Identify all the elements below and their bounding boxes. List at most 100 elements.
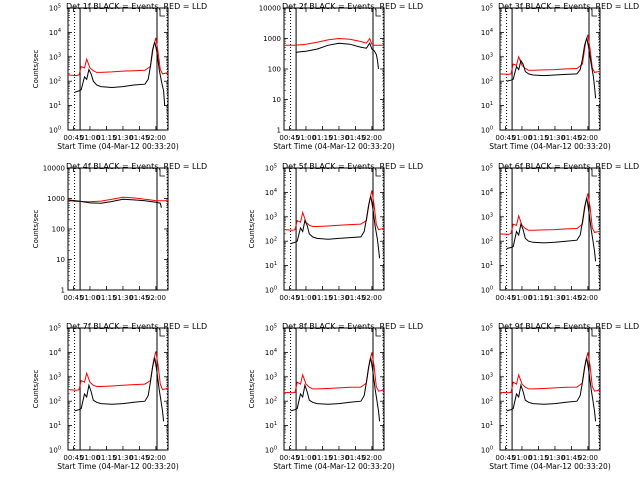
x-tick-label: 01:45 [129, 294, 149, 302]
x-tick-label: 00:45 [279, 134, 299, 142]
x-axis-label: Start Time (04-Mar-12 00:33:20) [57, 462, 179, 471]
series-lld [283, 190, 385, 231]
y-tick-label: 10 [272, 96, 281, 104]
y-tick-label: 103 [265, 212, 277, 221]
interval-marker [591, 9, 598, 17]
x-tick-label: 01:15 [312, 294, 332, 302]
y-tick-label: 104 [265, 188, 277, 197]
panel-title: Det 7f BLACK = Events, RED = LLD [66, 322, 207, 331]
detector-panel-9: Det 9f BLACK = Events, RED = LLD 100 101 10… [481, 322, 639, 471]
y-tick-label: 103 [265, 372, 277, 381]
x-tick-label: 01:15 [96, 454, 116, 462]
y-tick-label: 100 [268, 66, 281, 74]
y-tick-label: 103 [49, 372, 61, 381]
detector-panel-8: Det 8f BLACK = Events, RED = LLD 100 101 10… [248, 322, 423, 471]
y-tick-label: 102 [49, 397, 61, 406]
x-tick-label: 00:45 [63, 294, 83, 302]
panel-title: Det 3f BLACK = Events, RED = LLD [498, 2, 639, 11]
y-tick-label: 1000 [263, 35, 281, 43]
x-tick-label: 01:30 [329, 294, 349, 302]
panel-title: Det 9f BLACK = Events, RED = LLD [498, 322, 639, 331]
y-tick-label: 105 [49, 4, 61, 13]
y-tick-label: 101 [481, 101, 493, 110]
x-tick-label: 01:00 [80, 294, 100, 302]
x-tick-label: 01:00 [296, 454, 316, 462]
plot-frame [499, 167, 601, 291]
plot-frame [283, 327, 385, 451]
y-tick-label: 104 [481, 188, 493, 197]
y-axis-label: Counts/sec [32, 210, 40, 249]
y-tick-label: 104 [49, 348, 61, 357]
y-tick-label: 100 [481, 286, 493, 295]
y-tick-label: 102 [265, 397, 277, 406]
y-tick-label: 105 [481, 324, 493, 333]
y-axis-label: Counts/sec [248, 210, 256, 249]
x-tick-label: 01:00 [80, 454, 100, 462]
interval-marker [159, 329, 166, 337]
y-tick-label: 101 [49, 421, 61, 430]
x-tick-label: 01:30 [113, 454, 133, 462]
panel-title: Det 2f BLACK = Events, RED = LLD [282, 2, 423, 11]
y-tick-label: 101 [265, 421, 277, 430]
y-tick-label: 105 [49, 324, 61, 333]
x-tick-label: 01:45 [129, 454, 149, 462]
x-tick-label: 01:45 [345, 294, 365, 302]
series-lld [499, 352, 601, 394]
x-tick-label: 01:30 [113, 134, 133, 142]
x-tick-label: 00:45 [495, 294, 515, 302]
x-tick-label: 01:00 [296, 134, 316, 142]
x-tick-label: 01:00 [512, 454, 532, 462]
y-tick-label: 105 [265, 324, 277, 333]
x-tick-label: 01:00 [512, 294, 532, 302]
x-tick-label: 01:15 [528, 454, 548, 462]
y-tick-label: 101 [481, 421, 493, 430]
x-tick-label: 01:30 [329, 454, 349, 462]
series-lld [67, 351, 169, 391]
x-tick-label: 00:45 [63, 454, 83, 462]
x-tick-label: 02:00 [578, 454, 598, 462]
y-axis-label: Counts/sec [32, 370, 40, 409]
interval-marker [159, 9, 166, 17]
x-tick-label: 01:45 [129, 134, 149, 142]
x-tick-label: 01:30 [113, 294, 133, 302]
x-tick-label: 00:45 [495, 454, 515, 462]
x-tick-label: 01:15 [96, 134, 116, 142]
x-tick-label: 00:45 [63, 134, 83, 142]
detector-panel-7: Det 7f BLACK = Events, RED = LLD 100 101 10… [32, 322, 207, 471]
x-tick-label: 01:45 [561, 454, 581, 462]
y-axis-label: Counts/sec [32, 50, 40, 89]
interval-marker [591, 169, 598, 177]
plot-frame [67, 167, 169, 291]
detector-panel-2: Det 2f BLACK = Events, RED = LLD 1 10 100 10… [259, 2, 423, 151]
x-tick-label: 00:45 [495, 134, 515, 142]
y-tick-label: 1000 [47, 195, 65, 203]
plot-frame [67, 327, 169, 451]
y-tick-label: 104 [265, 348, 277, 357]
series-lld [283, 352, 385, 394]
plot-frame [283, 167, 385, 291]
y-tick-label: 103 [481, 52, 493, 61]
detector-panel-6: Det 6f BLACK = Events, RED = LLD 100 101 10… [481, 162, 639, 302]
x-tick-label: 02:00 [146, 294, 166, 302]
y-axis-label: Counts/sec [248, 370, 256, 409]
x-tick-label: 01:30 [545, 134, 565, 142]
y-tick-label: 102 [481, 237, 493, 246]
y-tick-label: 104 [49, 28, 61, 37]
plot-frame [499, 327, 601, 451]
series-events [74, 357, 165, 422]
x-tick-label: 02:00 [578, 134, 598, 142]
y-tick-label: 102 [265, 237, 277, 246]
y-tick-label: 101 [265, 261, 277, 270]
y-tick-label: 100 [481, 446, 493, 455]
y-tick-label: 10000 [43, 165, 65, 173]
x-axis-label: Start Time (04-Mar-12 00:33:20) [489, 142, 611, 151]
y-tick-label: 105 [481, 164, 493, 173]
x-tick-label: 01:15 [312, 134, 332, 142]
x-tick-label: 00:45 [279, 454, 299, 462]
plot-frame [499, 7, 601, 131]
x-tick-label: 01:30 [545, 454, 565, 462]
interval-marker [159, 169, 166, 177]
y-tick-label: 101 [49, 101, 61, 110]
series-events [67, 198, 162, 208]
